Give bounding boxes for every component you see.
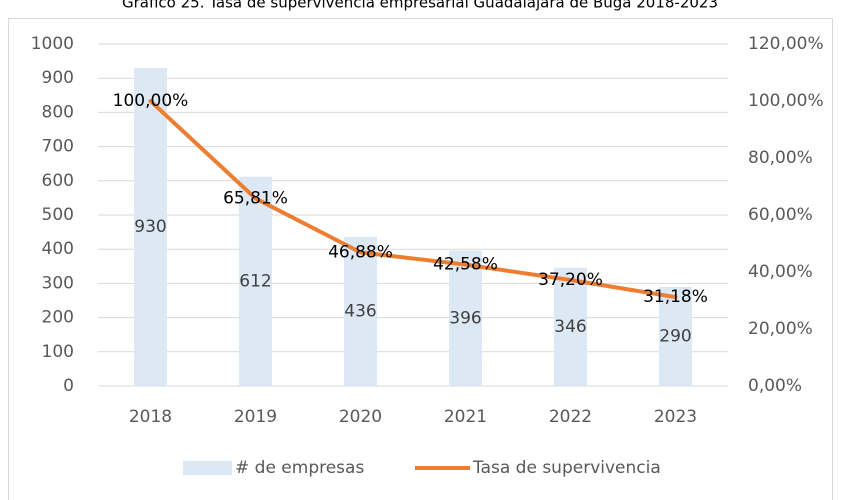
bar-value-label: 290 (659, 326, 691, 346)
x-tick-label: 2019 (234, 407, 277, 427)
y-tick-label: 500 (42, 205, 74, 225)
y-tick-label: 200 (42, 308, 74, 328)
bar (134, 67, 167, 386)
bar-value-label: 346 (554, 317, 586, 337)
bar-value-label: 436 (344, 301, 376, 321)
y2-tick-label: 80,00% (748, 148, 813, 168)
y-tick-label: 700 (42, 137, 74, 157)
y-tick-label: 1000 (31, 34, 74, 54)
y-tick-label: 400 (42, 239, 74, 259)
line-value-label: 42,58% (433, 255, 498, 275)
x-tick-label: 2020 (339, 407, 382, 427)
legend-label: Tasa de supervivencia (472, 458, 661, 478)
y2-tick-label: 120,00% (748, 34, 824, 54)
y2-tick-label: 100,00% (748, 91, 824, 111)
bar (554, 267, 587, 386)
x-tick-label: 2023 (654, 407, 697, 427)
line-value-label: 46,88% (328, 242, 393, 262)
line-value-label: 65,81% (223, 188, 288, 208)
legend-label: # de empresas (235, 458, 364, 478)
y2-tick-label: 40,00% (748, 262, 813, 282)
line-value-label: 100,00% (113, 91, 189, 111)
bar-value-label: 396 (449, 308, 481, 328)
bar (659, 286, 692, 386)
y2-tick-label: 60,00% (748, 205, 813, 225)
line (148, 99, 678, 300)
bar-value-label: 930 (134, 217, 166, 237)
bar (344, 236, 377, 386)
y-tick-label: 600 (42, 171, 74, 191)
bar-value-label: 612 (239, 271, 271, 291)
bar (239, 176, 272, 386)
chart-title: Gráfico 25. Tasa de supervivencia empres… (122, 0, 718, 12)
legend-swatch (183, 461, 232, 475)
y2-tick-label: 0,00% (748, 376, 802, 396)
x-tick-label: 2022 (549, 407, 592, 427)
bar (449, 250, 482, 386)
y2-tick-label: 20,00% (748, 319, 813, 339)
line-value-label: 37,20% (538, 270, 603, 290)
y-tick-label: 0 (63, 376, 74, 396)
chart-border (8, 18, 833, 500)
x-tick-label: 2018 (129, 407, 172, 427)
line-value-label: 31,18% (643, 287, 708, 307)
x-tick-label: 2021 (444, 407, 487, 427)
y-tick-label: 300 (42, 273, 74, 293)
y-tick-label: 800 (42, 102, 74, 122)
y-tick-label: 900 (42, 68, 74, 88)
y-tick-label: 100 (42, 342, 74, 362)
